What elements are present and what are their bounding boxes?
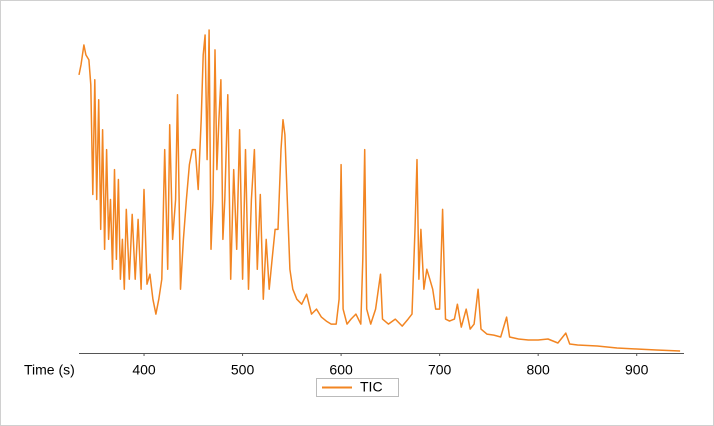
x-tick-label: 800: [526, 362, 550, 378]
x-tick-label: 700: [428, 362, 452, 378]
x-tick-label: 900: [625, 362, 649, 378]
x-axis-label: Time (s): [24, 362, 75, 378]
line: [78, 29, 681, 352]
x-tick-label: 400: [132, 362, 156, 378]
legend: [316, 378, 399, 397]
legend-label: TIC: [360, 379, 383, 395]
x-tick-label: 600: [329, 362, 353, 378]
x-tick-label: 500: [231, 362, 255, 378]
